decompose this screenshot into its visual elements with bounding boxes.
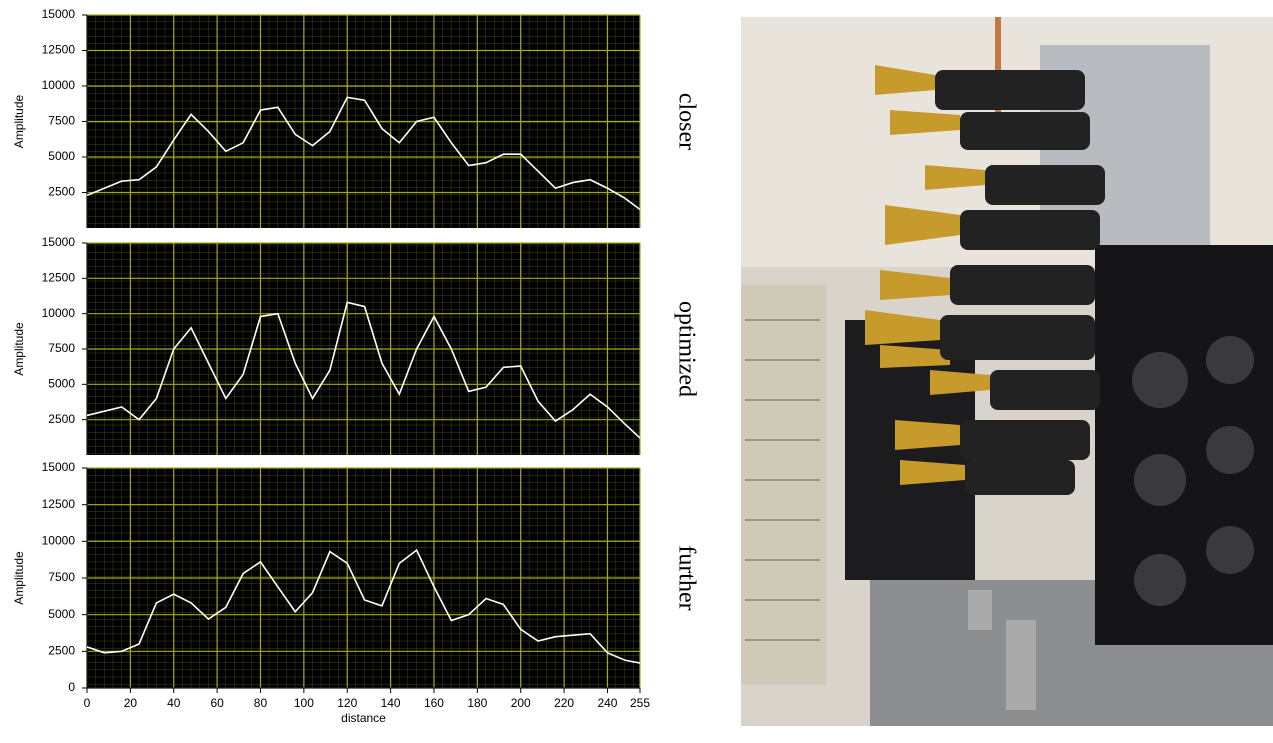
y-tick-label: 5000 [48, 607, 75, 621]
x-tick-label: 240 [597, 696, 617, 710]
x-tick-label: 20 [124, 696, 138, 710]
data-line [86, 301, 641, 439]
data-line [86, 96, 641, 211]
y-tick-label: 10000 [42, 306, 76, 320]
annotation: optimized [673, 301, 699, 397]
annotation: closer [673, 93, 699, 150]
x-tick-label: 120 [337, 696, 357, 710]
x-tick-label: 255 [630, 696, 650, 710]
x-tick-label: 60 [210, 696, 224, 710]
y-axis-label: Amplitude [12, 95, 26, 149]
y-tick-label: 0 [68, 680, 75, 694]
y-tick-label: 7500 [48, 114, 75, 128]
x-tick-label: 180 [467, 696, 487, 710]
y-tick-label: 2500 [48, 185, 75, 199]
x-tick-label: 220 [554, 696, 574, 710]
x-tick-label: 0 [84, 696, 91, 710]
y-tick-label: 2500 [48, 644, 75, 658]
x-axis-label: distance [341, 711, 386, 725]
y-tick-label: 15000 [42, 235, 76, 249]
y-tick-label: 5000 [48, 377, 75, 391]
y-tick-label: 12500 [42, 271, 76, 285]
y-tick-label: 5000 [48, 149, 75, 163]
y-tick-label: 12500 [42, 43, 76, 57]
y-tick-label: 2500 [48, 412, 75, 426]
y-tick-label: 7500 [48, 341, 75, 355]
y-tick-label: 10000 [42, 78, 76, 92]
x-tick-label: 80 [254, 696, 268, 710]
photo [741, 17, 1273, 726]
y-axis-label: Amplitude [12, 322, 26, 376]
x-tick-label: 160 [424, 696, 444, 710]
y-tick-label: 15000 [42, 460, 76, 474]
x-tick-label: 100 [294, 696, 314, 710]
y-tick-label: 7500 [48, 570, 75, 584]
annotation: further [673, 545, 699, 610]
y-tick-label: 12500 [42, 497, 76, 511]
x-tick-label: 200 [511, 696, 531, 710]
y-tick-label: 10000 [42, 534, 76, 548]
y-tick-label: 15000 [42, 7, 76, 21]
x-tick-label: 140 [381, 696, 401, 710]
data-line [86, 548, 641, 664]
x-tick-label: 40 [167, 696, 181, 710]
y-axis-label: Amplitude [12, 551, 26, 605]
